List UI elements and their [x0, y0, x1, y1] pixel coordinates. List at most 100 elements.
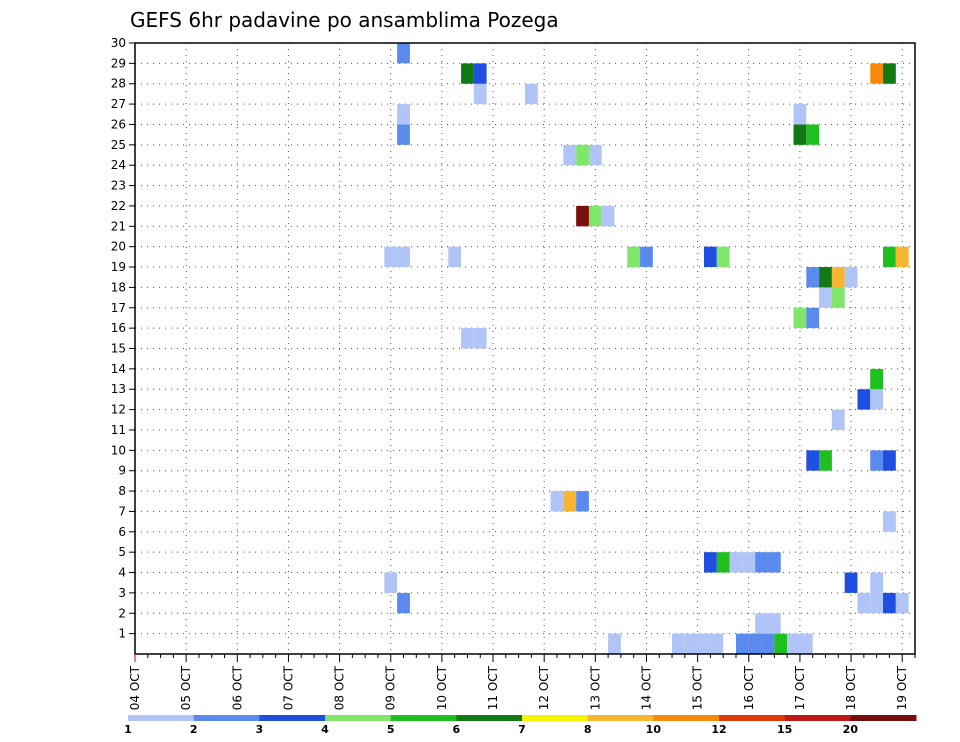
- heatmap-cell: [755, 613, 768, 634]
- heatmap-cell: [550, 491, 564, 512]
- heatmap-cell: [710, 633, 724, 654]
- x-tick-label: 08 OCT: [333, 665, 347, 710]
- heatmap-cell: [588, 144, 602, 166]
- heatmap-cell: [716, 246, 730, 268]
- legend-label: 20: [843, 723, 859, 736]
- heatmap-cell: [525, 83, 538, 105]
- y-tick-label: 28: [111, 77, 126, 91]
- legend-swatch: [193, 715, 260, 721]
- heatmap-cell: [384, 246, 398, 268]
- legend-swatch: [128, 715, 195, 721]
- heatmap-cell: [697, 633, 711, 654]
- legend-label: 5: [387, 723, 395, 736]
- heatmap-cell: [870, 592, 884, 614]
- legend-swatch: [522, 715, 589, 721]
- data-cells: [384, 43, 909, 654]
- heatmap-cell: [473, 328, 487, 349]
- heatmap-cell: [883, 246, 896, 268]
- heatmap-cell: [729, 552, 743, 573]
- y-tick-label: 13: [111, 382, 126, 396]
- heatmap-cell: [870, 389, 884, 410]
- heatmap-cell: [742, 552, 756, 573]
- legend-label: 2: [190, 723, 198, 736]
- heatmap-cell: [844, 572, 858, 593]
- heatmap-cell: [563, 491, 577, 512]
- y-tick-label: 24: [111, 158, 126, 172]
- x-tick-label: 19 OCT: [895, 665, 909, 710]
- legend-label: 6: [453, 723, 461, 736]
- legend-swatch: [587, 715, 654, 721]
- legend-label: 10: [646, 723, 662, 736]
- legend-swatch: [784, 715, 851, 721]
- heatmap-cell: [563, 144, 577, 166]
- heatmap-cell: [793, 104, 807, 125]
- x-tick-label: 16 OCT: [742, 665, 756, 710]
- y-tick-label: 2: [118, 606, 126, 620]
- heatmap-cell: [755, 552, 768, 573]
- x-tick-label: 15 OCT: [691, 665, 705, 710]
- y-tick-label: 5: [118, 545, 126, 559]
- y-tick-label: 14: [111, 362, 126, 376]
- y-tick-label: 25: [111, 138, 126, 152]
- y-tick-label: 16: [111, 321, 126, 335]
- heatmap-cell: [870, 63, 884, 84]
- y-tick-label: 1: [118, 627, 126, 641]
- heatmap-cell: [397, 592, 410, 614]
- heatmap-cell: [831, 267, 845, 288]
- heatmap-cell: [844, 267, 858, 288]
- heatmap-cell: [767, 552, 781, 573]
- heatmap-cell: [870, 572, 884, 593]
- heatmap-cell: [397, 124, 410, 145]
- heatmap-cell: [806, 450, 820, 471]
- x-tick-label: 10 OCT: [435, 665, 449, 710]
- heatmap-cell: [601, 205, 615, 227]
- y-tick-label: 27: [111, 97, 126, 111]
- legend-swatch: [719, 715, 786, 721]
- y-tick-label: 29: [111, 56, 126, 70]
- heatmap-cell: [895, 592, 909, 614]
- heatmap-cell: [806, 307, 820, 329]
- heatmap-cell: [806, 124, 820, 145]
- heatmap-cell: [576, 491, 589, 512]
- heatmap-cell: [588, 205, 602, 227]
- legend-label: 4: [321, 723, 329, 736]
- y-tick-label: 7: [118, 504, 126, 518]
- y-tick-label: 21: [111, 219, 126, 233]
- y-tick-label: 17: [111, 301, 126, 315]
- heatmap-cell: [857, 592, 871, 614]
- legend-label: 3: [256, 723, 264, 736]
- x-tick-label: 13 OCT: [588, 665, 602, 710]
- axis-ticks: 1234567891011121314151617181920212223242…: [111, 36, 916, 710]
- heatmap-cell: [831, 287, 845, 308]
- heatmap-cell: [716, 552, 730, 573]
- x-tick-label: 11 OCT: [486, 665, 500, 710]
- heatmap-cell: [704, 246, 717, 268]
- legend-label: 7: [518, 723, 526, 736]
- chart-title: GEFS 6hr padavine po ansamblima Pozega: [130, 8, 559, 32]
- x-tick-label: 09 OCT: [384, 665, 398, 710]
- heatmap-cell: [576, 144, 589, 166]
- y-tick-label: 19: [111, 260, 126, 274]
- y-tick-label: 9: [118, 464, 126, 478]
- heatmap-cell: [857, 389, 871, 410]
- legend-label: 1: [124, 723, 132, 736]
- heatmap-cell: [870, 450, 884, 471]
- heatmap-cell: [883, 511, 896, 532]
- y-tick-label: 3: [118, 586, 126, 600]
- x-tick-label: 17 OCT: [793, 665, 807, 710]
- heatmap-cell: [883, 63, 896, 84]
- x-tick-label: 05 OCT: [179, 665, 193, 710]
- heatmap-cell: [384, 572, 398, 593]
- heatmap-cell: [895, 246, 909, 268]
- y-tick-label: 22: [111, 199, 126, 213]
- heatmap-cell: [806, 267, 820, 288]
- y-tick-label: 12: [111, 403, 126, 417]
- legend-swatch: [850, 715, 917, 721]
- color-legend: 1 2 3 4 5 6 7 8 10 12 15 20: [124, 715, 917, 736]
- heatmap-cell: [672, 633, 685, 654]
- y-tick-label: 6: [118, 525, 126, 539]
- heatmap-cell: [787, 633, 800, 654]
- heatmap-cell: [774, 633, 788, 654]
- x-tick-label: 06 OCT: [230, 665, 244, 710]
